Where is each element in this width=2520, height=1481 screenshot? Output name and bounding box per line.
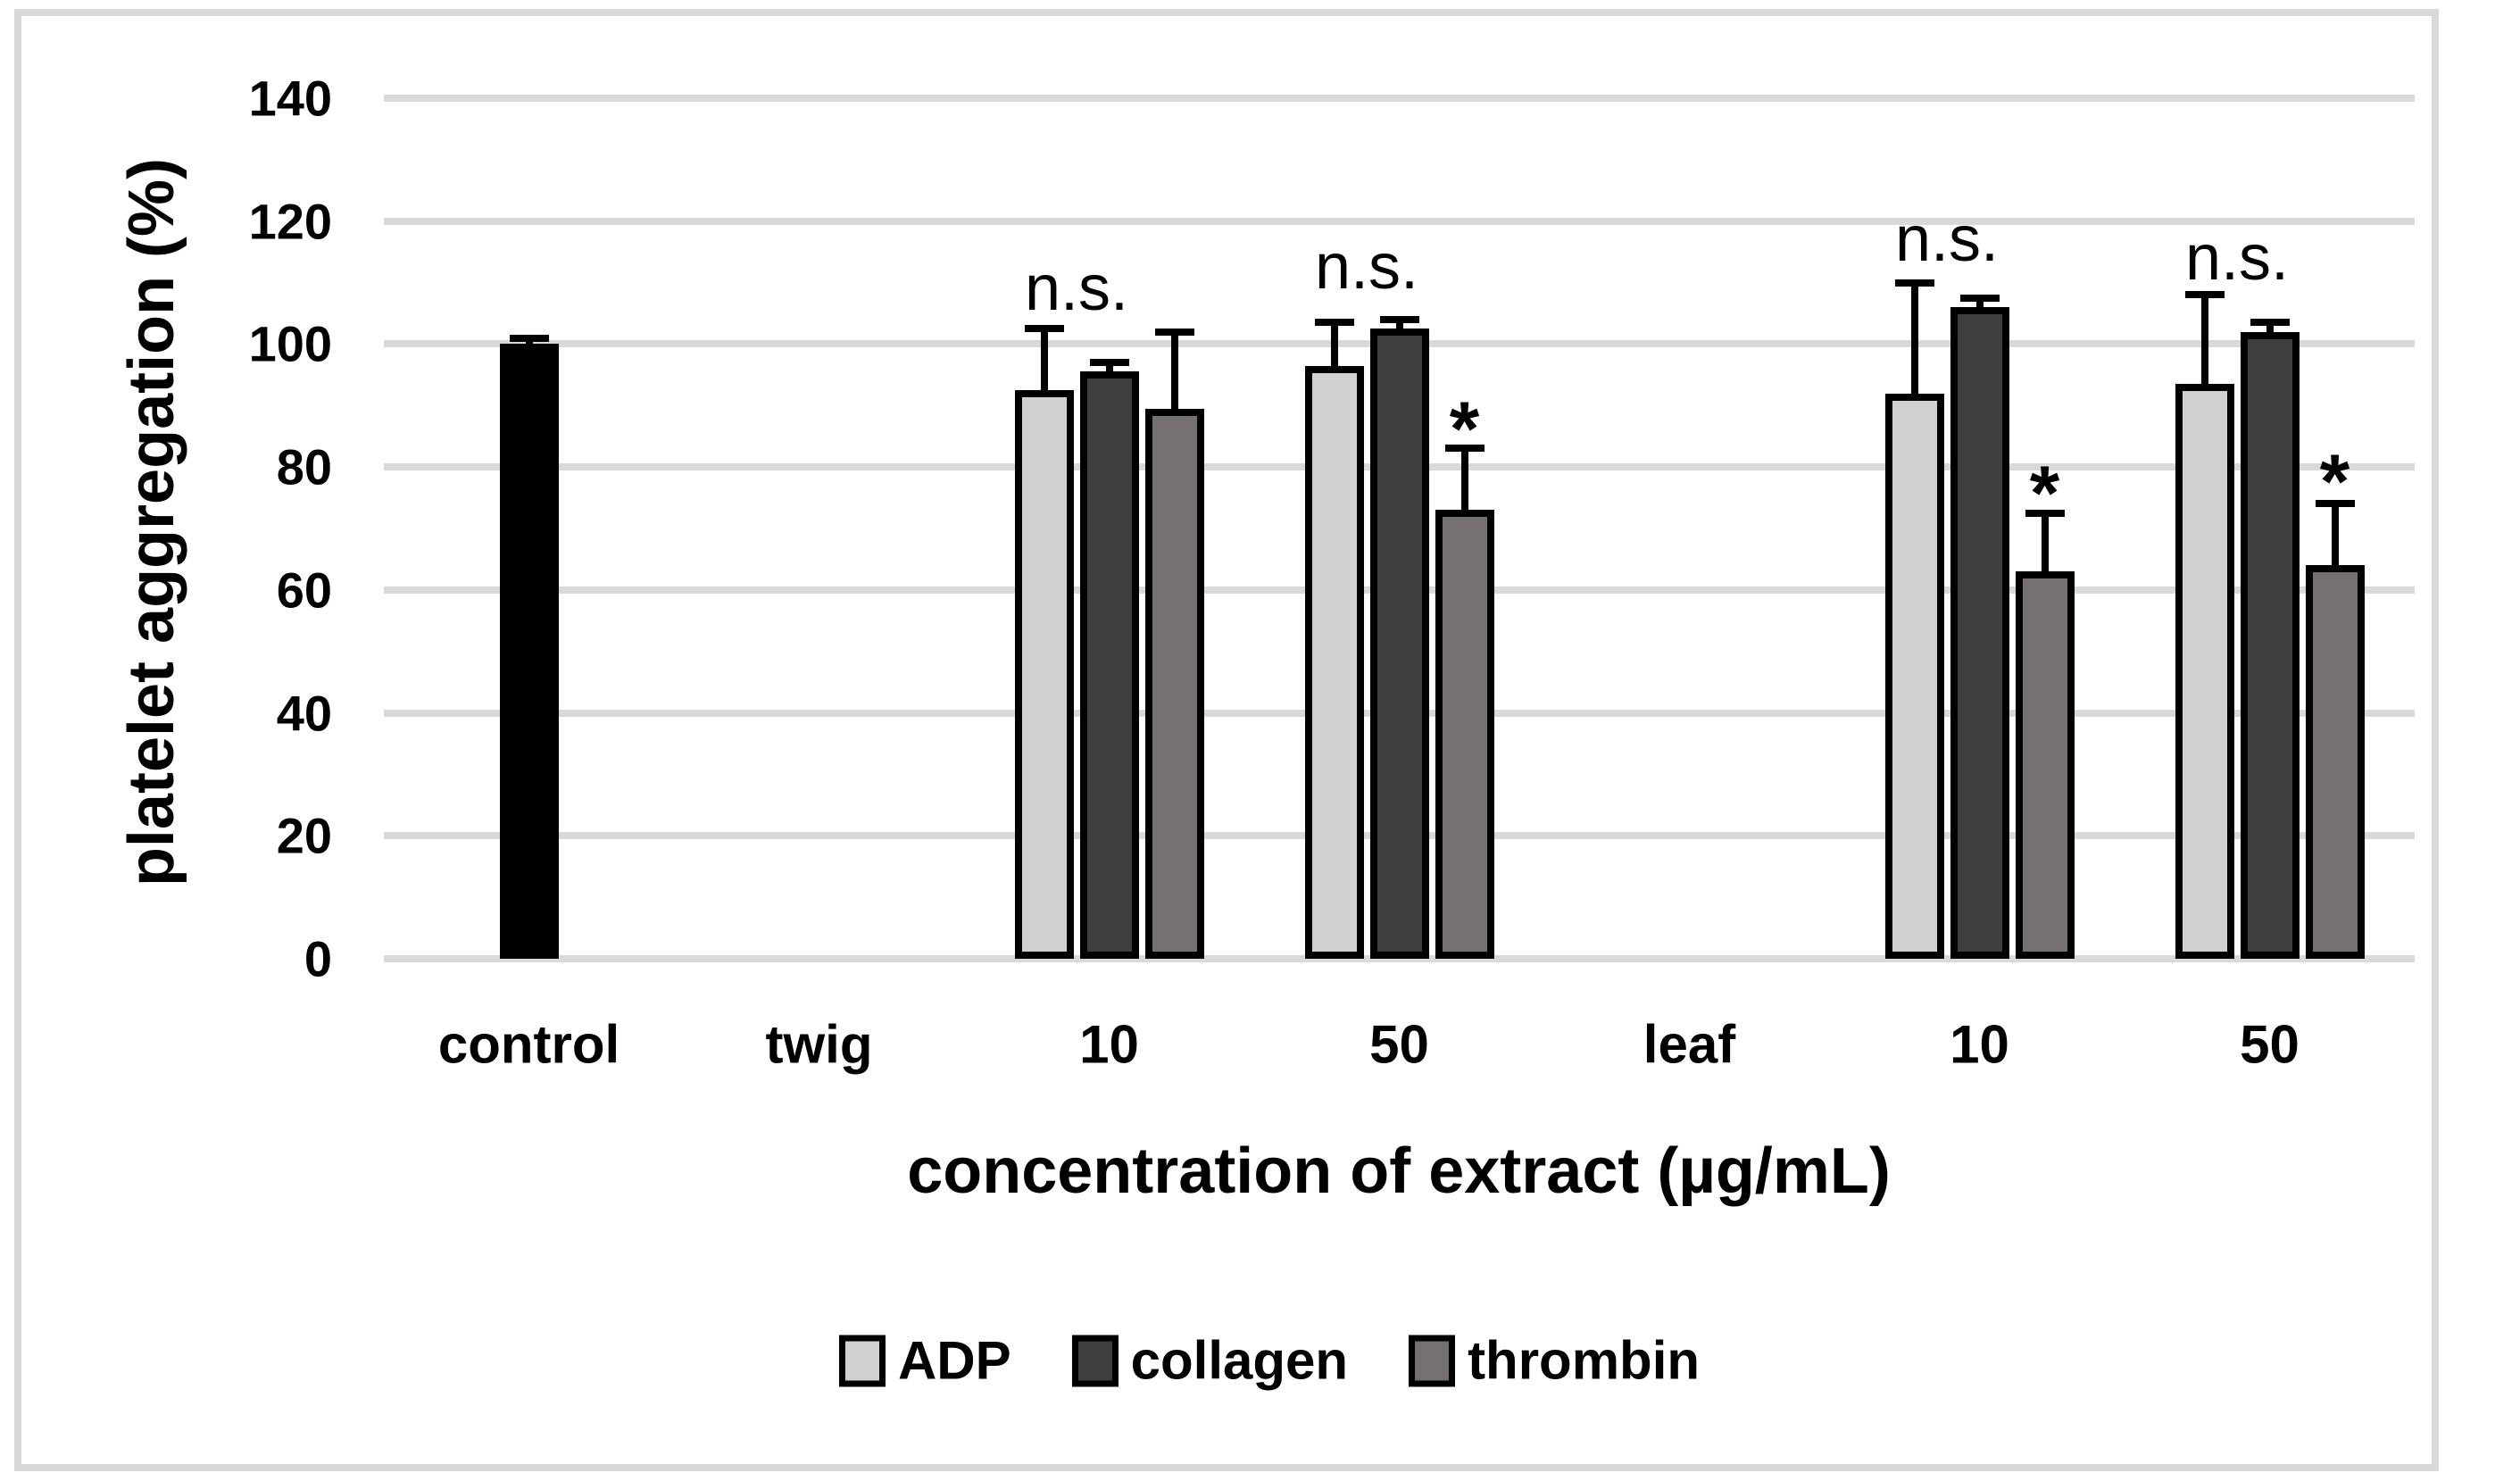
error-bar <box>1040 329 1048 395</box>
category-label: control <box>437 1014 620 1075</box>
error-bar-cap <box>2315 500 2355 508</box>
error-bar-cap <box>1894 279 1934 287</box>
error-bar-cap <box>1314 319 1354 327</box>
legend-label: thrombin <box>1468 1330 1701 1391</box>
error-bar-cap <box>1089 359 1129 367</box>
error-bar <box>1975 297 1984 312</box>
y-tick-label: 140 <box>248 70 332 127</box>
bar <box>1369 329 1429 959</box>
ns-annotation: n.s. <box>1024 253 1129 325</box>
error-bar <box>2266 322 2274 336</box>
legend-label: collagen <box>1130 1330 1349 1391</box>
y-tick-label: 120 <box>248 193 332 250</box>
category-label: leaf <box>1643 1014 1736 1075</box>
gridline <box>384 95 2415 102</box>
bar <box>2175 384 2234 959</box>
error-bar <box>1460 448 1468 514</box>
bar <box>2305 565 2365 959</box>
category-label: 10 <box>1950 1014 2009 1075</box>
bar <box>1950 307 2009 959</box>
bar <box>499 344 559 959</box>
significance-star: * <box>1449 386 1480 472</box>
y-tick-label: 80 <box>276 438 332 495</box>
y-tick-label: 100 <box>248 315 332 372</box>
error-bar <box>1395 319 1403 333</box>
legend-label: ADP <box>897 1330 1011 1391</box>
error-bar-cap <box>1444 445 1485 453</box>
bar <box>1884 393 1944 959</box>
error-bar <box>2200 295 2208 388</box>
legend-swatch <box>838 1335 886 1386</box>
error-bar-cap <box>509 334 549 342</box>
y-tick-label: 0 <box>304 930 332 987</box>
error-bar <box>1170 331 1178 412</box>
legend-swatch <box>1071 1335 1119 1386</box>
legend-item: thrombin <box>1409 1330 1700 1392</box>
error-bar-cap <box>1024 325 1064 333</box>
error-bar-cap <box>2250 319 2290 327</box>
legend-swatch <box>1409 1335 1456 1386</box>
error-bar <box>1910 282 1918 397</box>
legend-item: ADP <box>838 1330 1011 1392</box>
bar <box>1435 510 1494 959</box>
significance-star: * <box>2029 451 2060 537</box>
bar <box>1079 371 1139 959</box>
error-bar-cap <box>1379 315 1419 323</box>
error-bar <box>1330 322 1338 370</box>
gridline <box>384 955 2415 962</box>
bar <box>2015 571 2075 959</box>
category-label: 50 <box>1369 1014 1429 1075</box>
y-tick-label: 20 <box>276 807 332 864</box>
category-label: 10 <box>1079 1014 1139 1075</box>
ns-annotation: n.s. <box>1314 231 1419 304</box>
error-bar <box>2331 503 2339 570</box>
error-bar-cap <box>1154 328 1194 336</box>
legend: ADP collagen thrombin <box>838 1330 1700 1392</box>
bar <box>2240 331 2300 959</box>
bar <box>1014 390 1074 959</box>
ns-annotation: n.s. <box>1894 204 2000 276</box>
error-bar-cap <box>2184 291 2225 299</box>
legend-item: collagen <box>1071 1330 1349 1392</box>
bar <box>1144 408 1204 959</box>
error-bar <box>1105 362 1113 376</box>
error-bar <box>2041 512 2049 576</box>
error-bar-cap <box>2025 509 2065 517</box>
y-tick-label: 40 <box>276 685 332 742</box>
gridline <box>384 217 2415 225</box>
y-axis-title: platelet aggregation (%) <box>116 157 187 887</box>
significance-star: * <box>2319 438 2350 525</box>
category-label: 50 <box>2240 1014 2300 1075</box>
x-axis-title: concentration of extract (µg/mL) <box>907 1136 1891 1207</box>
error-bar <box>525 337 533 348</box>
ns-annotation: n.s. <box>2184 222 2290 295</box>
y-tick-label: 60 <box>276 562 332 619</box>
error-bar-cap <box>1959 294 2000 302</box>
category-label: twig <box>765 1014 873 1075</box>
bar <box>1304 365 1364 959</box>
